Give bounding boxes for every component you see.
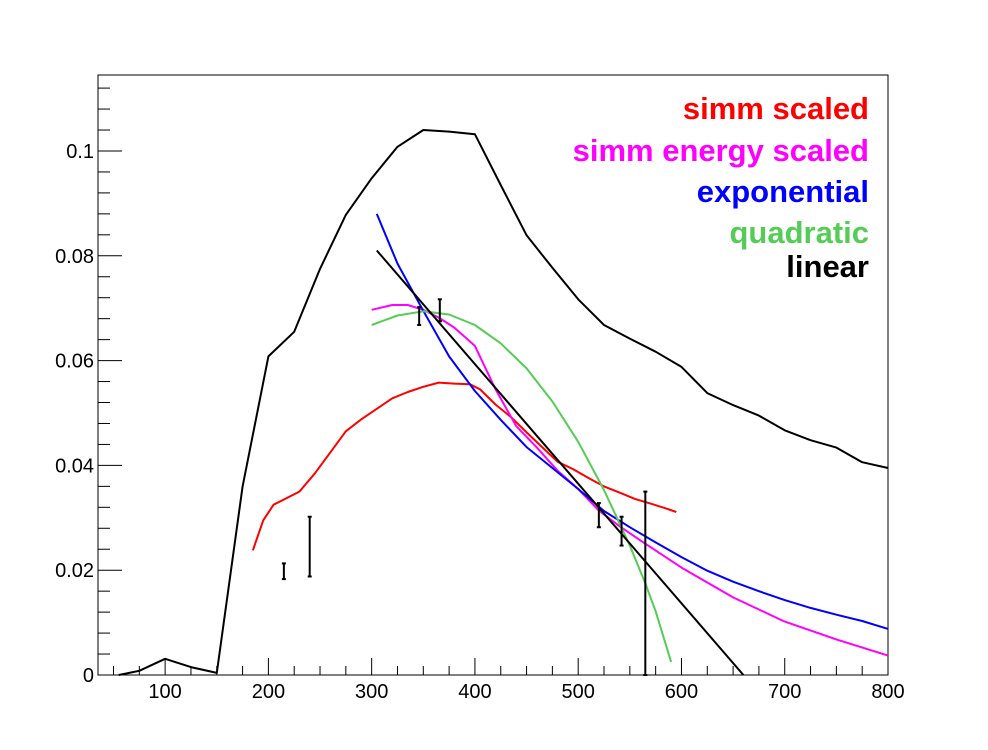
error-bar <box>643 490 648 676</box>
legend-entry: simm scaled <box>683 91 869 126</box>
x-tick-label: 400 <box>458 681 491 703</box>
x-tick-label: 300 <box>355 681 388 703</box>
error-bar <box>281 562 286 581</box>
x-tick-label: 100 <box>148 681 181 703</box>
quadratic-line <box>371 310 673 663</box>
legend-entry: simm energy scaled <box>573 133 869 168</box>
legend-entry: linear <box>786 249 869 284</box>
y-tick-label: 0.02 <box>55 560 94 582</box>
y-tick-label: 0.06 <box>55 351 94 373</box>
x-tick-label: 200 <box>252 681 285 703</box>
x-tick-label: 700 <box>768 681 801 703</box>
black-curve-line <box>118 129 889 676</box>
error-bar <box>417 306 422 326</box>
y-tick-label: 0.1 <box>66 141 94 163</box>
exponential-line <box>375 213 889 630</box>
simm-scaled-line <box>251 381 677 551</box>
legend-entry: exponential <box>697 174 869 209</box>
error-bar <box>619 515 624 547</box>
x-tick-label: 600 <box>665 681 698 703</box>
error-bar <box>596 502 601 529</box>
x-tick-label: 800 <box>871 681 904 703</box>
legend-entry: quadratic <box>729 215 869 250</box>
y-tick-label: 0 <box>83 665 94 687</box>
error-bar <box>307 515 312 578</box>
y-tick-label: 0.08 <box>55 246 94 268</box>
linear-line <box>376 249 745 676</box>
x-tick-label: 500 <box>562 681 595 703</box>
plot-frame <box>97 74 889 676</box>
error-bar <box>437 298 442 323</box>
y-tick-label: 0.04 <box>55 455 94 477</box>
